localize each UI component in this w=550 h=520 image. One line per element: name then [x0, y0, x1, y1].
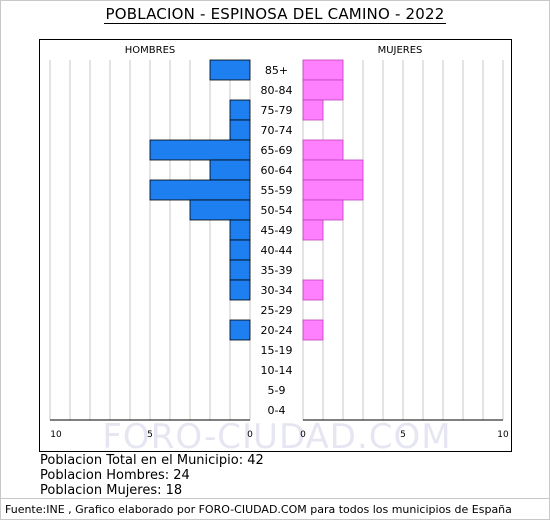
x-tick-label: 10: [497, 430, 509, 440]
bar-women-65-69: [302, 139, 344, 161]
age-label-45-49: 45-49: [261, 224, 293, 237]
bar-men-65-69: [149, 139, 251, 161]
bar-men-30-34: [229, 279, 251, 301]
age-label-0-4: 0-4: [268, 404, 286, 417]
bar-women-30-34: [302, 279, 324, 301]
x-tick-label: 10: [50, 430, 62, 440]
chart-panel: FORO-CIUDAD.COM HOMBRES MUJERES 85+ 80-84 75-…: [39, 39, 512, 452]
bar-women-85+: [302, 59, 344, 81]
bar-women-20-24: [302, 319, 324, 341]
x-tick-label: 0: [300, 430, 306, 440]
age-label-20-24: 20-24: [261, 324, 293, 337]
source-footer: Fuente:INE , Grafico elaborado por FORO-…: [5, 503, 512, 516]
title-underline: [104, 23, 446, 24]
bar-men-40-44: [229, 239, 251, 261]
age-label-65-69: 65-69: [261, 144, 293, 157]
population-pyramid: FORO-CIUDAD.COM HOMBRES MUJERES 85+ 80-84 75-…: [49, 45, 509, 451]
age-label-50-54: 50-54: [261, 204, 293, 217]
bar-men-35-39: [229, 259, 251, 281]
age-label-55-59: 55-59: [261, 184, 293, 197]
age-label-10-14: 10-14: [261, 364, 293, 377]
bar-men-60-64: [209, 159, 251, 181]
women-population: Poblacion Mujeres: 18: [40, 483, 183, 498]
age-label-85+: 85+: [265, 64, 288, 77]
total-population: Poblacion Total en el Municipio: 42: [40, 453, 264, 468]
age-label-75-79: 75-79: [261, 104, 293, 117]
age-label-80-84: 80-84: [261, 84, 293, 97]
bar-women-45-49: [302, 219, 324, 241]
series-label-men: HOMBRES: [125, 45, 176, 56]
age-label-15-19: 15-19: [261, 344, 293, 357]
bar-men-75-79: [229, 99, 251, 121]
bar-men-45-49: [229, 219, 251, 241]
footer-divider: [0, 498, 550, 499]
bar-women-75-79: [302, 99, 324, 121]
watermark: FORO-CIUDAD.COM: [102, 417, 451, 451]
bar-women-50-54: [302, 199, 344, 221]
series-label-women: MUJERES: [378, 45, 423, 56]
chart-title: POBLACION - ESPINOSA DEL CAMINO - 2022: [105, 5, 445, 23]
bar-men-20-24: [229, 319, 251, 341]
age-label-70-74: 70-74: [261, 124, 293, 137]
bar-women-55-59: [302, 179, 364, 201]
bar-men-70-74: [229, 119, 251, 141]
age-label-40-44: 40-44: [261, 244, 293, 257]
age-label-30-34: 30-34: [261, 284, 293, 297]
bar-women-60-64: [302, 159, 364, 181]
bar-men-85+: [209, 59, 251, 81]
bar-women-80-84: [302, 79, 344, 101]
men-population: Poblacion Hombres: 24: [40, 468, 190, 483]
x-tick-label: 0: [247, 430, 253, 440]
x-tick-label: 5: [400, 430, 406, 440]
age-label-35-39: 35-39: [261, 264, 293, 277]
age-label-5-9: 5-9: [268, 384, 286, 397]
x-tick-label: 5: [147, 430, 153, 440]
bar-men-55-59: [149, 179, 251, 201]
bar-men-50-54: [189, 199, 251, 221]
age-label-60-64: 60-64: [261, 164, 293, 177]
age-label-25-29: 25-29: [261, 304, 293, 317]
